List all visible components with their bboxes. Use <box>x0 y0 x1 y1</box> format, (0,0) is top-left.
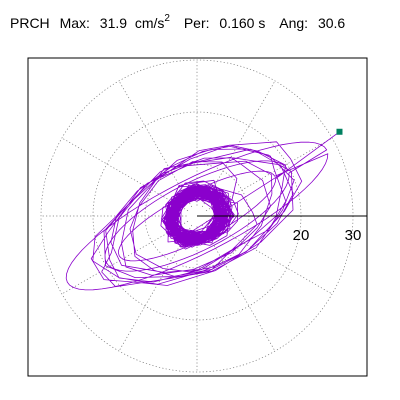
angle-label: Ang: <box>279 14 309 31</box>
grid-spoke-300 <box>201 224 276 352</box>
radial-tick-label-30: 30 <box>345 227 362 244</box>
period-value: 0.160 s <box>219 14 266 31</box>
max-unit-exponent: 2 <box>164 13 170 24</box>
max-point-marker <box>336 128 343 135</box>
station-name: PRCH <box>10 14 50 31</box>
max-unit-base: cm/s <box>134 14 165 31</box>
max-unit: cm/s2 <box>131 13 170 31</box>
max-label: Max: <box>59 14 90 31</box>
grid-spoke-120 <box>118 80 193 208</box>
grid-spoke-150 <box>61 137 189 212</box>
radial-axis: 20 30 <box>197 215 367 244</box>
orbit-path <box>65 131 340 291</box>
angle-value: 30.6 <box>317 14 346 31</box>
plot-frame <box>27 57 368 377</box>
orbit-trace <box>65 128 343 291</box>
max-value: 31.9 <box>99 14 128 31</box>
chart-header: PRCH Max: 31.9 cm/s2 Per: 0.160 s Ang: 3… <box>10 13 346 31</box>
radial-tick-label-20: 20 <box>293 227 310 244</box>
period-label: Per: <box>183 14 210 31</box>
